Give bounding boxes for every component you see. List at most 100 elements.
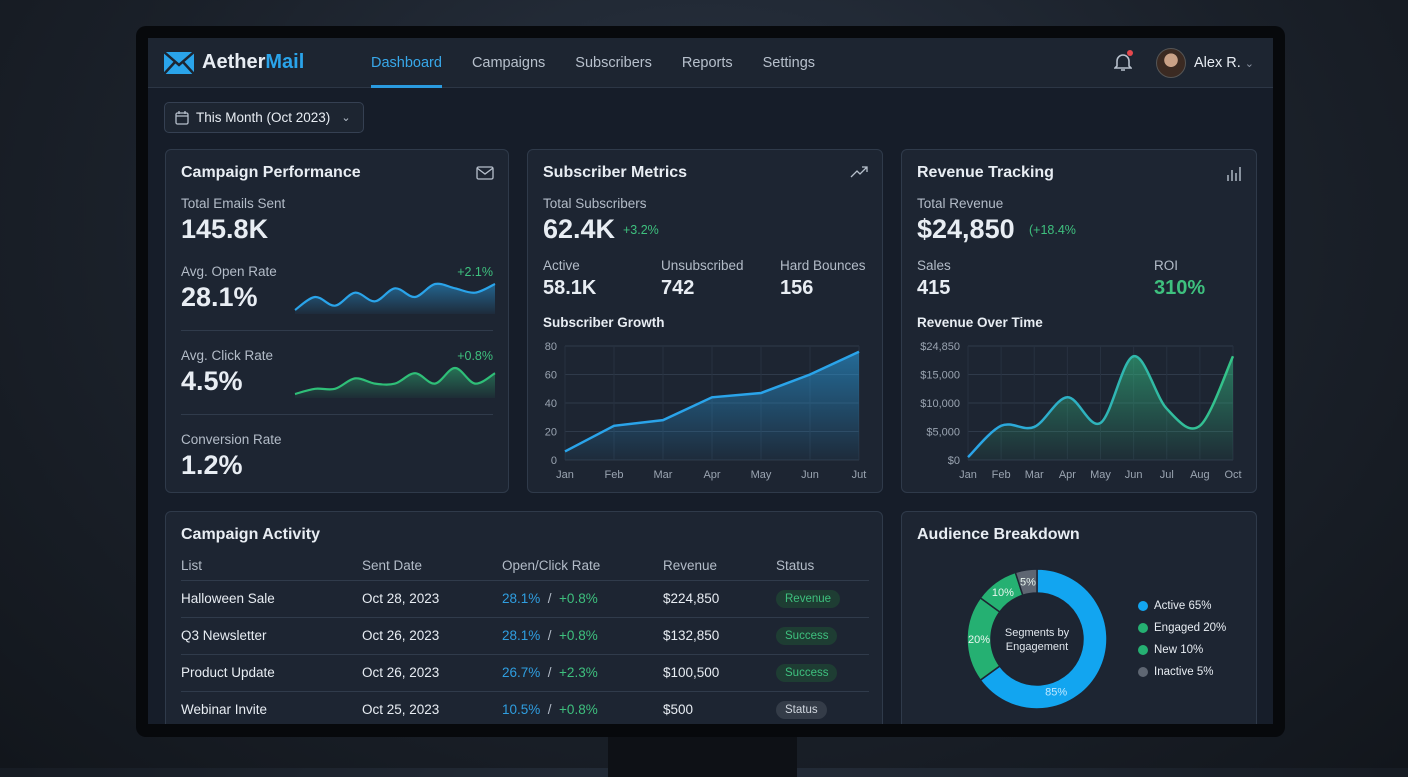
monitor-stand	[608, 737, 797, 777]
tab-settings[interactable]: Settings	[748, 38, 830, 88]
y-tick-label: 40	[545, 398, 557, 410]
subscriber-metrics-card: Subscriber Metrics Total Subscribers 62.…	[527, 149, 883, 493]
open-click-rate: 28.1% / +0.8%	[502, 580, 663, 617]
separator: /	[540, 702, 559, 717]
card-title: Subscriber Metrics	[543, 164, 687, 182]
tab-subscribers[interactable]: Subscribers	[560, 38, 667, 88]
column-header[interactable]: Sent Date	[362, 552, 502, 580]
total-subscribers-label: Total Subscribers	[543, 196, 647, 211]
list-name: Webinar Invite	[181, 691, 362, 724]
status-badge: Revenue	[776, 590, 840, 608]
click-rate: +2.3%	[559, 665, 598, 680]
donut-center-label: Segments by	[1005, 627, 1070, 639]
y-tick-label: $15,000	[920, 370, 960, 382]
logo-text: Aether	[202, 51, 265, 73]
separator: /	[540, 591, 559, 606]
envelope-logo-icon	[164, 52, 194, 74]
campaign-performance-card: Campaign Performance Total Emails Sent 1…	[165, 149, 509, 493]
legend-swatch	[1138, 623, 1148, 633]
tab-dashboard[interactable]: Dashboard	[356, 38, 457, 88]
sales-label: Sales	[917, 258, 951, 273]
unsubscribed-value: 742	[661, 277, 694, 300]
slice-label: 85%	[1045, 687, 1067, 699]
card-title: Audience Breakdown	[917, 526, 1080, 544]
user-menu[interactable]: Alex R. ⌄	[1194, 55, 1254, 71]
date-filter-dropdown[interactable]: This Month (Oct 2023) ⌄	[164, 102, 364, 133]
column-header[interactable]: Revenue	[663, 552, 776, 580]
date-filter-label: This Month (Oct 2023)	[196, 110, 330, 125]
legend-label: Inactive 5%	[1154, 666, 1213, 678]
legend-swatch	[1138, 667, 1148, 677]
legend-item[interactable]: New 10%	[1138, 644, 1203, 656]
x-tick-label: May	[751, 469, 772, 481]
revenue: $500	[663, 691, 776, 724]
separator: /	[540, 628, 559, 643]
user-name: Alex R.	[1194, 55, 1241, 71]
sent-label: Total Emails Sent	[181, 196, 285, 211]
total-revenue-label: Total Revenue	[917, 196, 1003, 211]
total-subscribers-value: 62.4K	[543, 214, 615, 245]
tab-reports[interactable]: Reports	[667, 38, 748, 88]
open-click-rate: 10.5% / +0.8%	[502, 691, 663, 724]
list-name: Q3 Newsletter	[181, 617, 362, 654]
x-tick-label: Jun	[1125, 469, 1143, 481]
y-tick-label: $0	[948, 455, 960, 467]
chevron-down-icon: ⌄	[341, 111, 350, 124]
legend-label: New 10%	[1154, 644, 1203, 656]
open-rate: 26.7%	[502, 665, 540, 680]
status-cell: Status	[776, 691, 869, 724]
click-rate-value: 4.5%	[181, 366, 243, 397]
y-tick-label: $5,000	[926, 427, 960, 439]
open-click-rate: 26.7% / +2.3%	[502, 654, 663, 691]
revenue: $100,500	[663, 654, 776, 691]
legend-swatch	[1138, 645, 1148, 655]
conversion-label: Conversion Rate	[181, 432, 282, 447]
legend-item[interactable]: Inactive 5%	[1138, 666, 1213, 678]
notification-dot	[1127, 50, 1133, 56]
status-badge: Success	[776, 627, 837, 645]
roi-value: 310%	[1154, 277, 1205, 300]
legend-item[interactable]: Active 65%	[1138, 600, 1212, 612]
unsubscribed-label: Unsubscribed	[661, 258, 744, 273]
active-value: 58.1K	[543, 277, 596, 300]
logo[interactable]: AetherMail	[164, 51, 304, 74]
chart-title: Subscriber Growth	[543, 315, 665, 330]
click-rate-label: Avg. Click Rate	[181, 348, 273, 363]
card-title: Campaign Activity	[181, 526, 320, 544]
open-rate-value: 28.1%	[181, 282, 258, 313]
x-tick-label: Mar	[654, 469, 673, 481]
avatar[interactable]	[1156, 48, 1186, 78]
click-rate-sparkline	[294, 362, 496, 398]
open-click-rate: 28.1% / +0.8%	[502, 617, 663, 654]
audience-breakdown-card: Audience Breakdown 85%20%10%5%Segments b…	[901, 511, 1257, 724]
x-tick-label: Feb	[605, 469, 624, 481]
column-header[interactable]: Status	[776, 552, 869, 580]
column-header[interactable]: Open/Click Rate	[502, 552, 663, 580]
x-tick-label: Feb	[992, 469, 1011, 481]
conversion-value: 1.2%	[181, 450, 243, 481]
subscribers-delta: +3.2%	[623, 223, 659, 237]
sent-date: Oct 25, 2023	[362, 691, 502, 724]
x-tick-label: Apr	[703, 469, 720, 481]
tab-campaigns[interactable]: Campaigns	[457, 38, 560, 88]
open-rate: 28.1%	[502, 591, 540, 606]
logo-text-accent: Mail	[265, 51, 304, 73]
legend-swatch	[1138, 601, 1148, 611]
legend-item[interactable]: Engaged 20%	[1138, 622, 1226, 634]
open-rate-sparkline	[294, 278, 496, 314]
active-label: Active	[543, 258, 580, 273]
y-tick-label: 0	[551, 455, 557, 467]
x-tick-label: Jut	[852, 469, 867, 481]
list-name: Halloween Sale	[181, 580, 362, 617]
column-header[interactable]: List	[181, 552, 362, 580]
